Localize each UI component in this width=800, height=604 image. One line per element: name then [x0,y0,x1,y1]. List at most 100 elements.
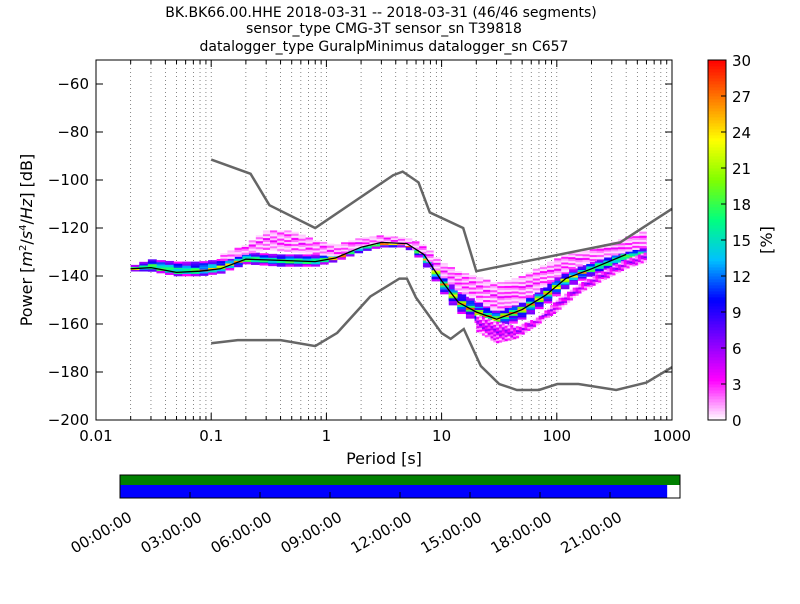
heatmap-cell [390,238,399,241]
heatmap-cell [319,262,329,265]
heatmap-cell [182,273,192,277]
heatmap-cell [507,326,511,329]
colorbar-segment [708,192,726,196]
heatmap-cell [498,330,503,333]
heatmap-cell [483,300,491,303]
heatmap-cell [341,249,349,252]
colorbar-segment [708,69,726,73]
heatmap-cell [241,248,250,252]
heatmap-cell [551,278,561,282]
heatmap-cell [592,283,596,286]
heatmap-cell [268,261,278,265]
colorbar-segment [708,321,726,325]
heatmap-cell [526,310,535,313]
heatmap-cell [419,250,427,253]
heatmap-cell [319,258,329,261]
x-axis-label: Period [s] [346,449,422,468]
heatmap-cell [578,287,582,290]
heatmap-cell [517,306,527,310]
heatmap-cell [538,321,542,324]
heatmap-cell [606,272,610,275]
heatmap-cell [479,327,483,331]
heatmap-cell [262,234,271,237]
heatmap-cell [612,260,621,263]
heatmap-cell [584,286,588,289]
heatmap-cell [475,297,484,301]
heatmap-cell [632,245,640,249]
heatmap-cell [484,317,488,321]
heatmap-cell [511,301,519,304]
heatmap-cell [598,280,602,283]
heatmap-cell [298,236,306,239]
heatmap-cell [517,315,527,318]
heatmap-cell [552,311,556,315]
heatmap-cell [354,248,364,251]
heatmap-cell [547,311,551,314]
heatmap-cell [504,289,512,293]
heatmap-cell [270,236,278,239]
heatmap-cell [578,291,582,294]
heatmap-cell [589,251,598,254]
heatmap-cell [538,317,542,320]
heatmap-cell [543,301,553,304]
x-tick-label: 100 [542,427,571,445]
heatmap-cell [208,262,217,265]
heatmap-cell [305,241,313,244]
heatmap-cell [564,299,568,302]
heatmap-cell [532,282,541,285]
heatmap-cell [173,265,183,269]
heatmap-cell [569,289,574,293]
heatmap-cell [348,244,356,247]
heatmap-cell [547,269,555,273]
heatmap-cell [637,260,642,263]
heatmap-cell [496,331,500,334]
heatmap-cell [216,271,226,274]
colorbar-segment [708,306,726,310]
heatmap-cell [598,276,602,279]
heatmap-cell [371,244,381,247]
heatmap-cell [448,285,458,288]
heatmap-cell [270,238,278,241]
heatmap-cell [629,253,639,257]
heatmap-cell [487,324,491,328]
heatmap-cell [632,234,640,237]
heatmap-cell [476,326,480,329]
colorbar-segment [708,231,726,235]
heatmap-cell [569,293,574,297]
heatmap-cell [539,279,548,282]
colorbar-segment [708,276,726,280]
heatmap-cell [561,256,569,260]
heatmap-cell [511,295,519,298]
heatmap-cell [199,263,209,266]
colorbar-segment [708,330,726,334]
heatmap-cell [404,242,413,245]
heatmap-cell [626,258,630,261]
heatmap-cell [504,325,508,328]
heatmap-cell [554,258,562,261]
heatmap-cell [555,303,559,307]
heatmap-cell [319,241,328,245]
heatmap-cell [491,312,501,316]
heatmap-cell [527,321,531,324]
heatmap-cell [241,246,250,250]
heatmap-cell [336,257,346,260]
colorbar-segment [708,270,726,274]
heatmap-cell [504,285,512,289]
heatmap-cell [276,256,286,259]
heatmap-cell [612,257,621,261]
curve-mode [130,241,627,320]
heatmap-cell [484,327,488,330]
colorbar-segment [708,252,726,256]
heatmap-cell [598,278,602,281]
heatmap-cell [525,282,534,286]
heatmap-cell [639,239,647,243]
heatmap-cell [496,341,500,344]
heatmap-cell [259,263,269,266]
colorbar-segment [708,96,726,100]
heatmap-cell [468,293,477,297]
heatmap-cell [539,275,548,278]
heatmap-cell [584,282,588,285]
heatmap-cell [493,322,497,326]
heatmap-cell [305,249,313,253]
heatmap-cell [525,276,534,279]
